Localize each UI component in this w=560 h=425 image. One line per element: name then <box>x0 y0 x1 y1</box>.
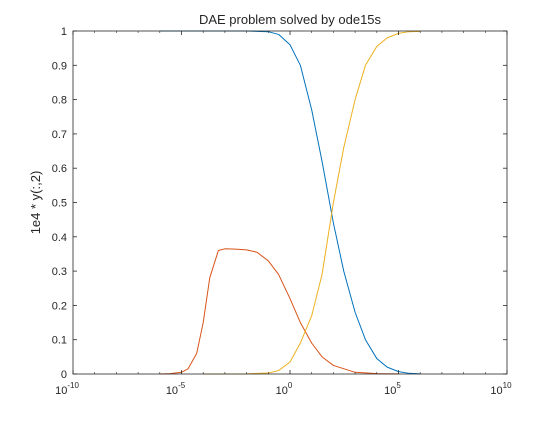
y-tick-label: 0.3 <box>52 266 67 278</box>
chart-title: DAE problem solved by ode15s <box>199 12 382 27</box>
series-line-1 <box>159 30 421 375</box>
y-tick-label: 0 <box>61 369 67 381</box>
plot-area <box>73 31 507 374</box>
y-tick-label: 0.4 <box>52 232 67 244</box>
y-tick-label: 0.5 <box>52 198 67 210</box>
series-line-2 <box>159 248 399 375</box>
x-tick-label: 100 <box>276 381 293 397</box>
ticks-layer: 0 0.1 0.2 0.3 0.4 0.5 0.6 0.7 0.8 0.9 1 10-10 10-5 10… <box>52 26 512 397</box>
y-tick-label: 0.2 <box>52 300 67 312</box>
series-line-3 <box>203 30 421 375</box>
x-tick-label: 105 <box>384 381 401 397</box>
y-tick-label: 0.7 <box>52 129 67 141</box>
y-tick-label: 0.6 <box>52 163 67 175</box>
y-axis-label: 1e4 * y(:,2) <box>28 171 43 235</box>
x-tick-label: 1010 <box>490 381 512 397</box>
series-layer <box>159 30 421 375</box>
y-tick-label: 0.8 <box>52 95 67 107</box>
x-tick-label: 10-5 <box>166 381 186 397</box>
y-tick-label: 0.1 <box>52 335 67 347</box>
x-tick-label: 10-10 <box>55 381 79 397</box>
y-tick-label: 1 <box>61 26 67 38</box>
y-tick-label: 0.9 <box>52 60 67 72</box>
